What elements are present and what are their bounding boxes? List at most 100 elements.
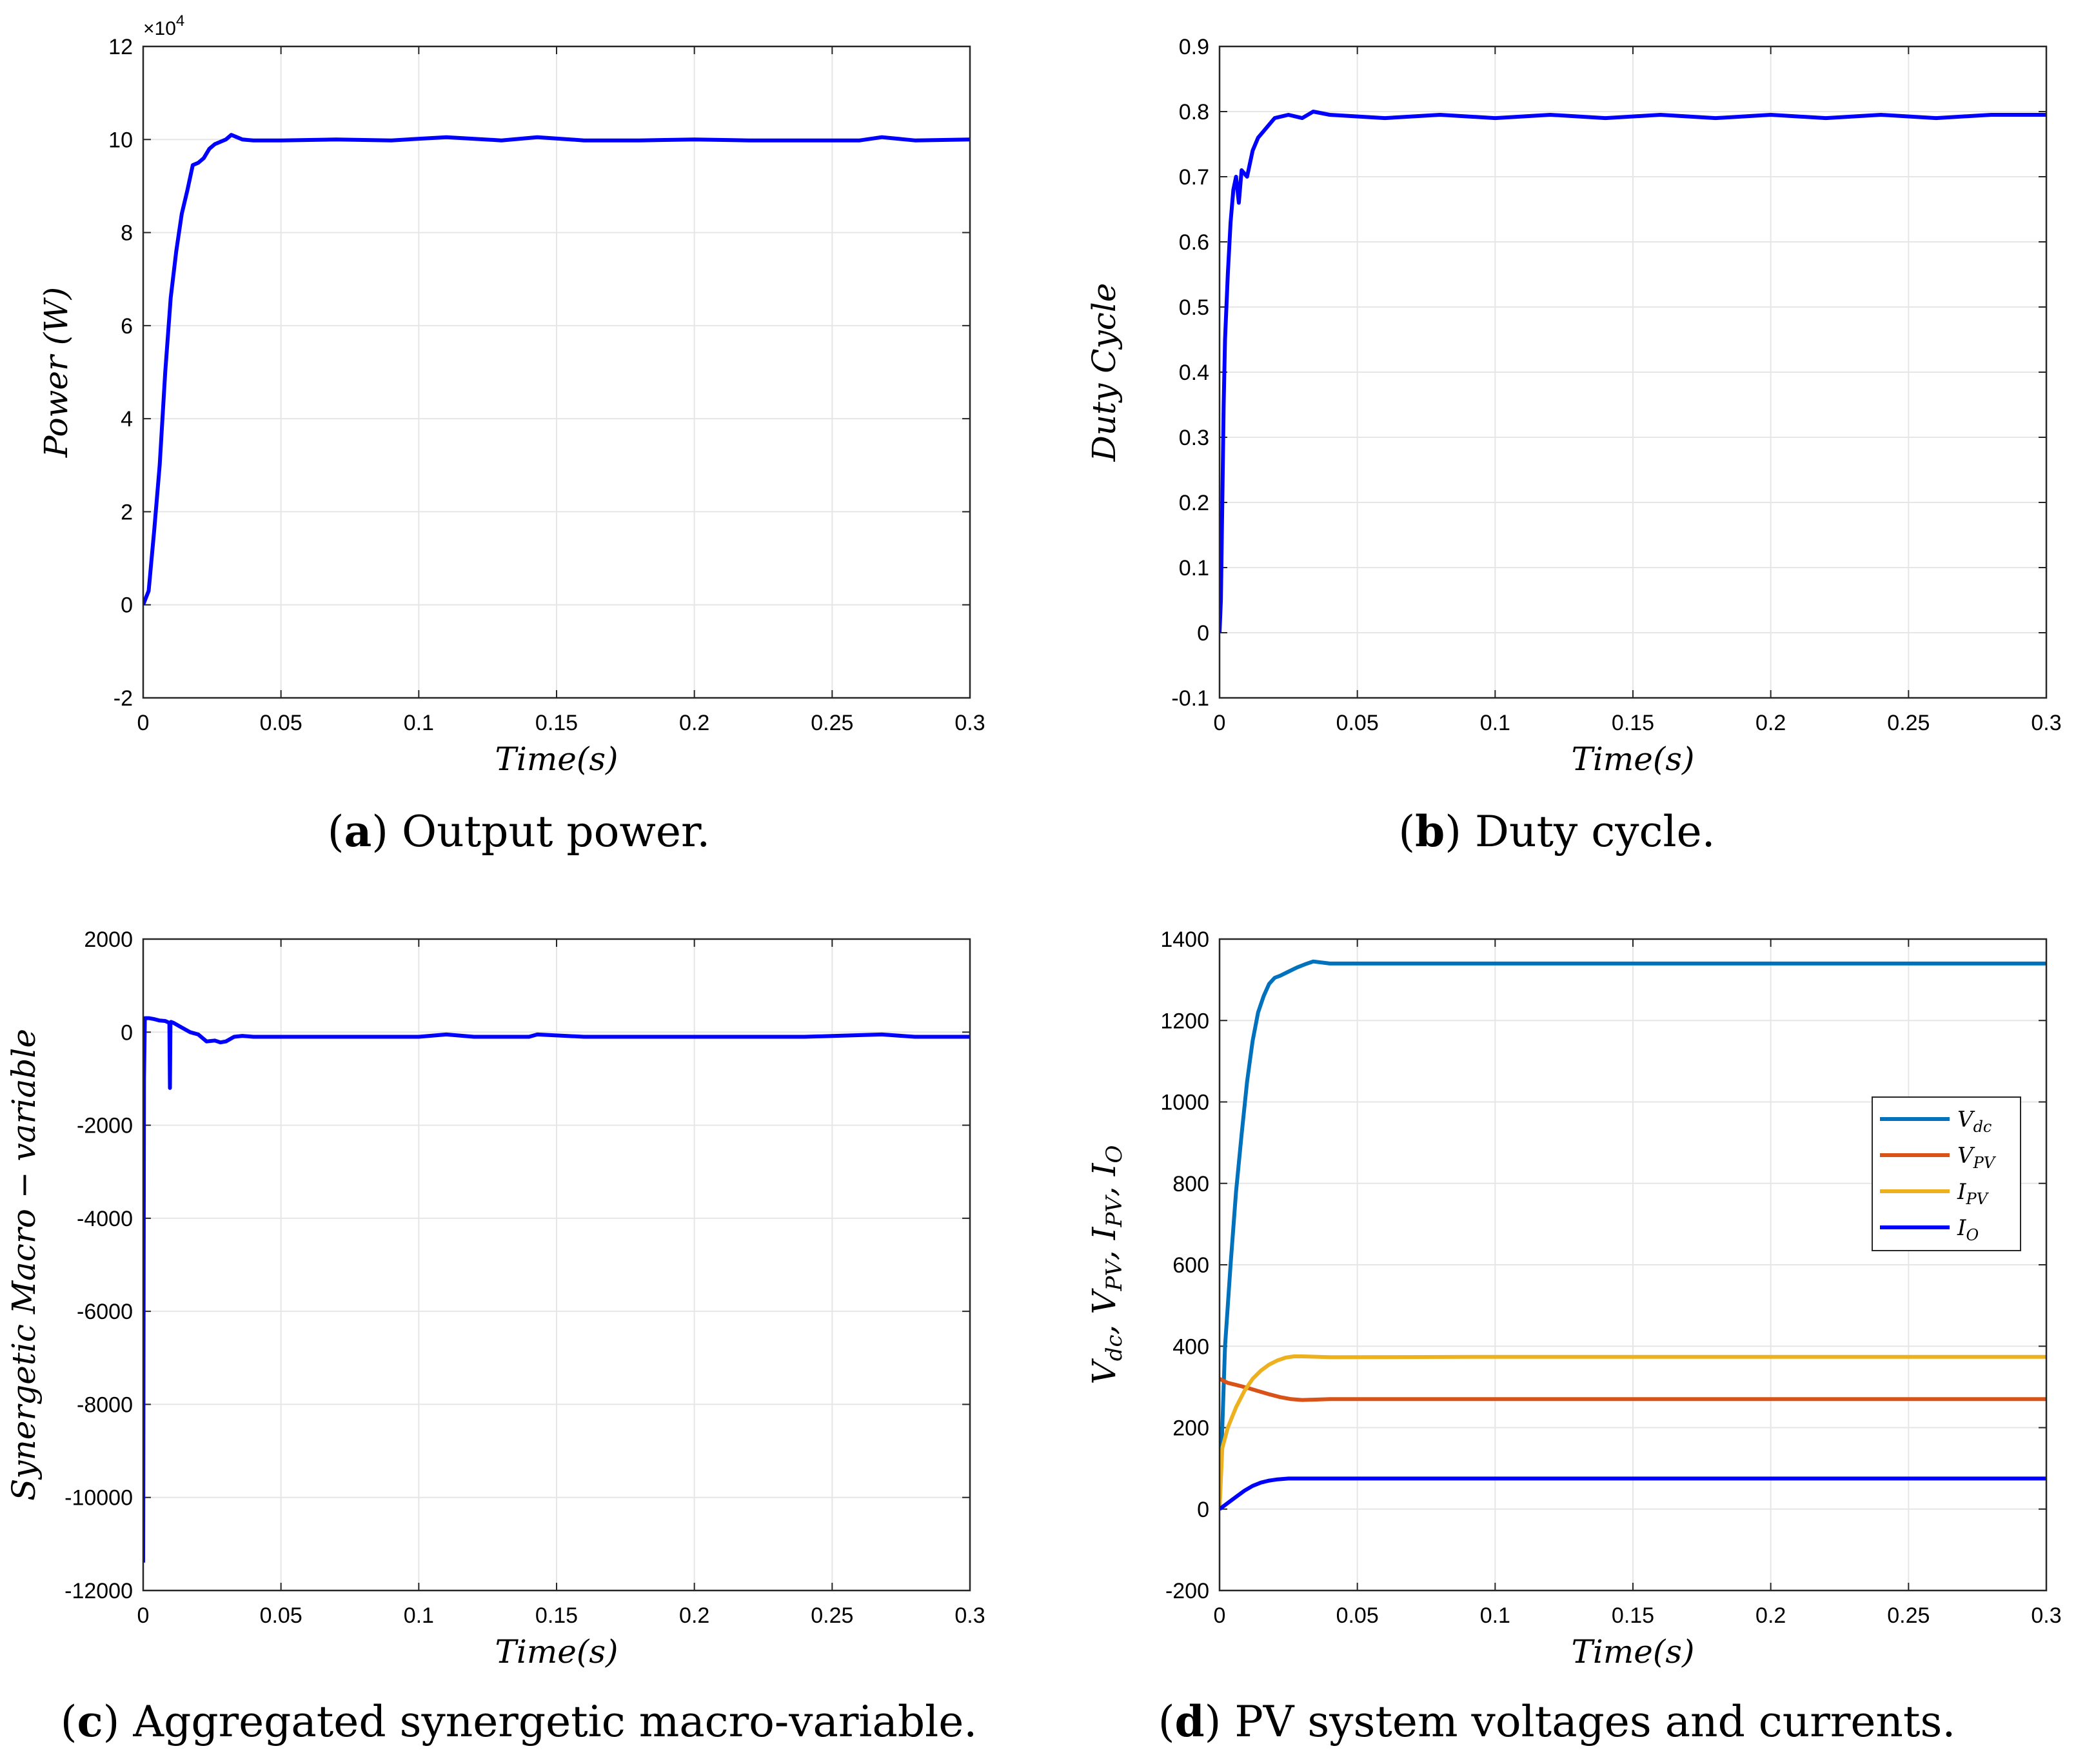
x-tick-label: 0.25 xyxy=(811,711,853,735)
axes-box xyxy=(142,938,971,1592)
y-tick-label: 200 xyxy=(1172,1416,1209,1441)
legend-entry: IO xyxy=(1957,1215,1979,1244)
y-exponent-label: ×104 xyxy=(143,12,184,39)
y-axis-label: Power (W) xyxy=(37,287,75,458)
caption-text: Aggregated synergetic macro-variable. xyxy=(133,1697,978,1747)
x-tick-label: 0.2 xyxy=(679,711,709,735)
x-axis-label: Time(s) xyxy=(495,740,618,778)
y-tick-label: 2 xyxy=(121,500,133,524)
y-tick-label: 8 xyxy=(121,221,133,246)
x-tick-label: 0.2 xyxy=(1755,711,1786,735)
y-tick-label: 0.4 xyxy=(1179,361,1209,385)
y-tick-label: -6000 xyxy=(77,1300,133,1324)
legend-entry: Vdc xyxy=(1957,1107,1992,1136)
y-tick-label: 0.2 xyxy=(1179,491,1209,515)
caption-text: Output power. xyxy=(402,807,711,857)
legend: Vdc VPV IPV IO xyxy=(1872,1096,2021,1251)
y-tick-label: 0 xyxy=(1197,1498,1209,1522)
axes-box xyxy=(1218,938,2048,1592)
y-tick-label: -2 xyxy=(114,686,133,711)
caption-text: PV system voltages and currents. xyxy=(1234,1697,1956,1747)
y-tick-label: 0.5 xyxy=(1179,295,1209,320)
x-axis-label: Time(s) xyxy=(495,1633,618,1670)
x-tick-label: 0.2 xyxy=(1755,1603,1786,1628)
caption-d: (d) PV system voltages and currents. xyxy=(1158,1696,1956,1747)
y-tick-label: 0.8 xyxy=(1179,100,1209,124)
y-tick-label: 0.3 xyxy=(1179,426,1209,450)
axes-box xyxy=(142,45,971,699)
x-tick-label: 0.25 xyxy=(811,1603,853,1628)
y-tick-label: 6 xyxy=(121,314,133,339)
axes-box xyxy=(1218,45,2048,699)
x-tick-label: 0.3 xyxy=(954,711,985,735)
caption-b: (b) Duty cycle. xyxy=(1398,806,1715,857)
y-tick-label: 1200 xyxy=(1160,1009,1209,1033)
y-tick-label: 2000 xyxy=(84,927,133,952)
x-tick-label: 0 xyxy=(1214,711,1226,735)
caption-letter: c xyxy=(77,1696,103,1747)
legend-entry: IPV xyxy=(1957,1179,1990,1208)
y-tick-label: 0.9 xyxy=(1179,35,1209,59)
x-tick-label: 0.05 xyxy=(260,711,302,735)
x-tick-label: 0.15 xyxy=(1612,1603,1654,1628)
caption-letter: d xyxy=(1174,1696,1205,1747)
chart-panel-a: 0 0.05 0.1 0.15 0.2 0.25 0.3-2024681012Time(s)… xyxy=(37,12,985,778)
x-tick-label: 0.05 xyxy=(260,1603,302,1628)
y-tick-label: -10000 xyxy=(64,1486,133,1511)
y-tick-label: 800 xyxy=(1172,1172,1209,1196)
y-axis-label: Synergetic Macro − variable xyxy=(5,1029,43,1501)
caption-a: (a) Output power. xyxy=(327,806,711,857)
series-line-v-dc xyxy=(1220,959,2046,1509)
x-tick-label: 0.1 xyxy=(404,711,434,735)
x-tick-label: 0.15 xyxy=(535,1603,578,1628)
x-tick-label: 0.3 xyxy=(2031,1603,2061,1628)
x-tick-label: 0.15 xyxy=(535,711,578,735)
x-tick-label: 0 xyxy=(137,711,150,735)
x-tick-label: 0.1 xyxy=(1480,1603,1510,1628)
series-line-macro-variable xyxy=(143,1016,970,1563)
y-tick-label: -2000 xyxy=(77,1114,133,1138)
y-tick-label: 1000 xyxy=(1160,1091,1209,1115)
y-tick-label: 0.1 xyxy=(1179,556,1209,580)
y-tick-label: -12000 xyxy=(64,1579,133,1603)
y-tick-label: 0 xyxy=(1197,621,1209,646)
x-tick-label: 0 xyxy=(137,1603,150,1628)
x-tick-label: 0 xyxy=(1214,1603,1226,1628)
x-tick-label: 0.05 xyxy=(1336,1603,1379,1628)
y-tick-label: 1400 xyxy=(1160,927,1209,952)
x-tick-label: 0.1 xyxy=(404,1603,434,1628)
legend-entry: VPV xyxy=(1957,1143,1997,1172)
y-tick-label: -8000 xyxy=(77,1392,133,1417)
series-line-v-pv xyxy=(1220,1377,2046,1402)
y-tick-label: 0 xyxy=(121,593,133,618)
series-line-i-pv xyxy=(1220,1354,2046,1509)
x-tick-label: 0.15 xyxy=(1612,711,1654,735)
caption-text: Duty cycle. xyxy=(1475,807,1715,857)
x-tick-label: 0.25 xyxy=(1887,711,1930,735)
chart-panel-b: 0 0.05 0.1 0.15 0.2 0.25 0.3-0.100.10.20.30.40… xyxy=(1085,35,2062,778)
x-tick-label: 0.3 xyxy=(954,1603,985,1628)
x-tick-label: 0.2 xyxy=(679,1603,709,1628)
legend-box xyxy=(1872,1096,2021,1251)
caption-letter: b xyxy=(1415,806,1445,857)
chart-panel-c: 0 0.05 0.1 0.15 0.2 0.25 0.3 -12000 -10000 -8000 -… xyxy=(5,927,985,1670)
x-axis-label: Time(s) xyxy=(1571,1633,1694,1670)
y-tick-label: 0 xyxy=(121,1020,133,1045)
x-tick-label: 0.3 xyxy=(2031,711,2061,735)
y-tick-label: 10 xyxy=(108,128,133,152)
y-tick-label: 12 xyxy=(108,35,133,59)
caption-c: (c) Aggregated synergetic macro-variable… xyxy=(60,1696,978,1747)
chart-panel-d: 0 0.05 0.1 0.15 0.2 0.25 0.3-20002004006008001… xyxy=(1085,927,2062,1670)
x-tick-label: 0.25 xyxy=(1887,1603,1930,1628)
y-tick-label: 600 xyxy=(1172,1253,1209,1278)
x-axis-label: Time(s) xyxy=(1571,740,1694,778)
series-line-i-o xyxy=(1220,1476,2046,1511)
y-tick-label: 0.7 xyxy=(1179,165,1209,190)
y-tick-label: -200 xyxy=(1165,1579,1209,1603)
y-axis-label: Duty Cycle xyxy=(1085,283,1123,462)
x-tick-label: 0.05 xyxy=(1336,711,1379,735)
x-tick-label: 0.1 xyxy=(1480,711,1510,735)
series-line-power xyxy=(143,133,970,606)
series-line-duty-cycle xyxy=(1220,110,2046,633)
